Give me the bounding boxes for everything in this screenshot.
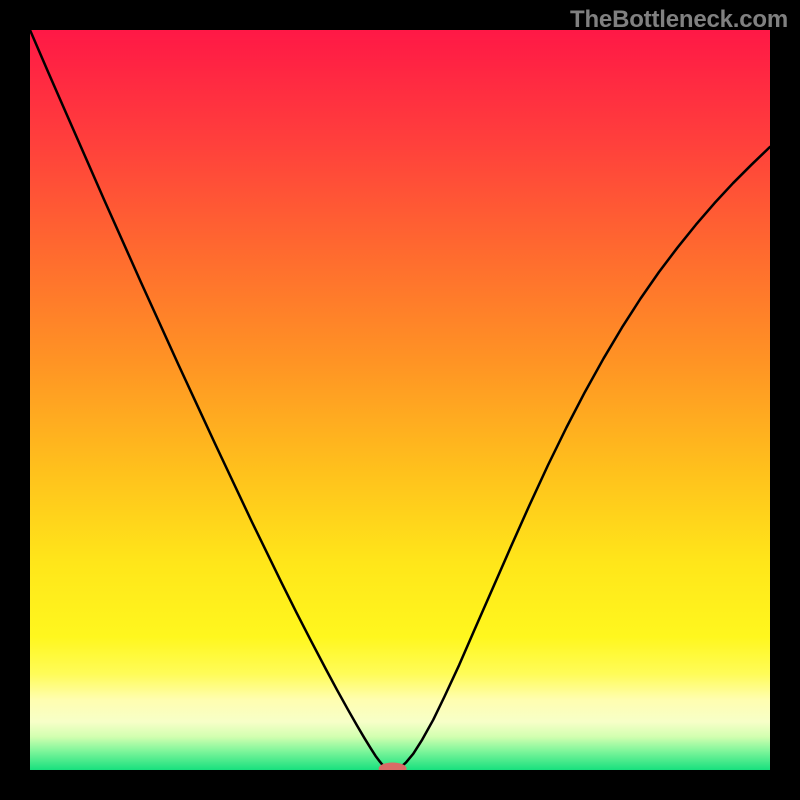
chart-container: TheBottleneck.com	[0, 0, 800, 800]
watermark-text: TheBottleneck.com	[570, 6, 788, 34]
chart-svg	[30, 30, 770, 770]
plot-area	[30, 30, 770, 770]
gradient-background	[30, 30, 770, 770]
